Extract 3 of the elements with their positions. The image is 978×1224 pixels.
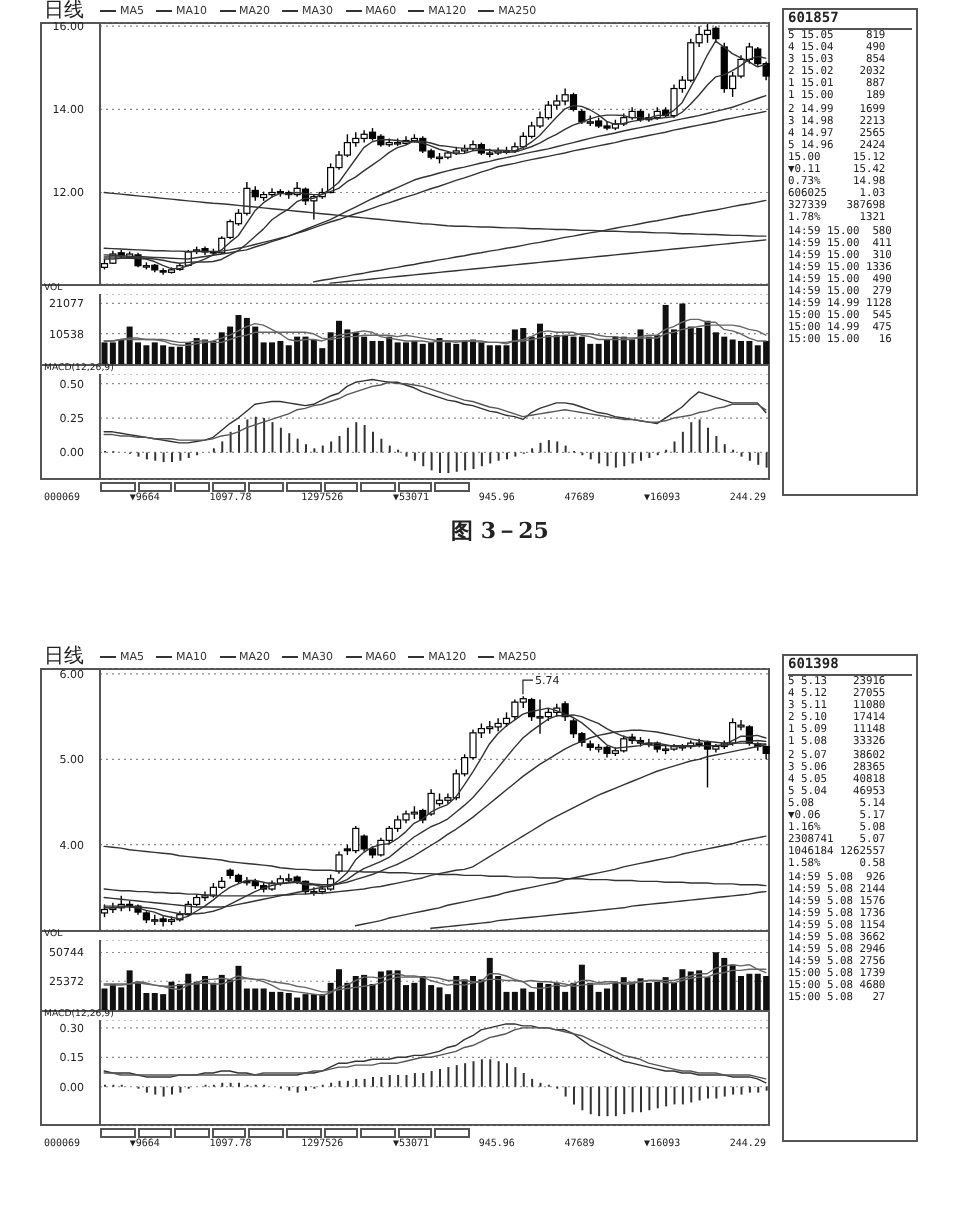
chart-title: 日线 (44, 0, 84, 22)
chart-title: 日线 (44, 646, 84, 668)
caption: 图 3－25 (451, 518, 549, 544)
